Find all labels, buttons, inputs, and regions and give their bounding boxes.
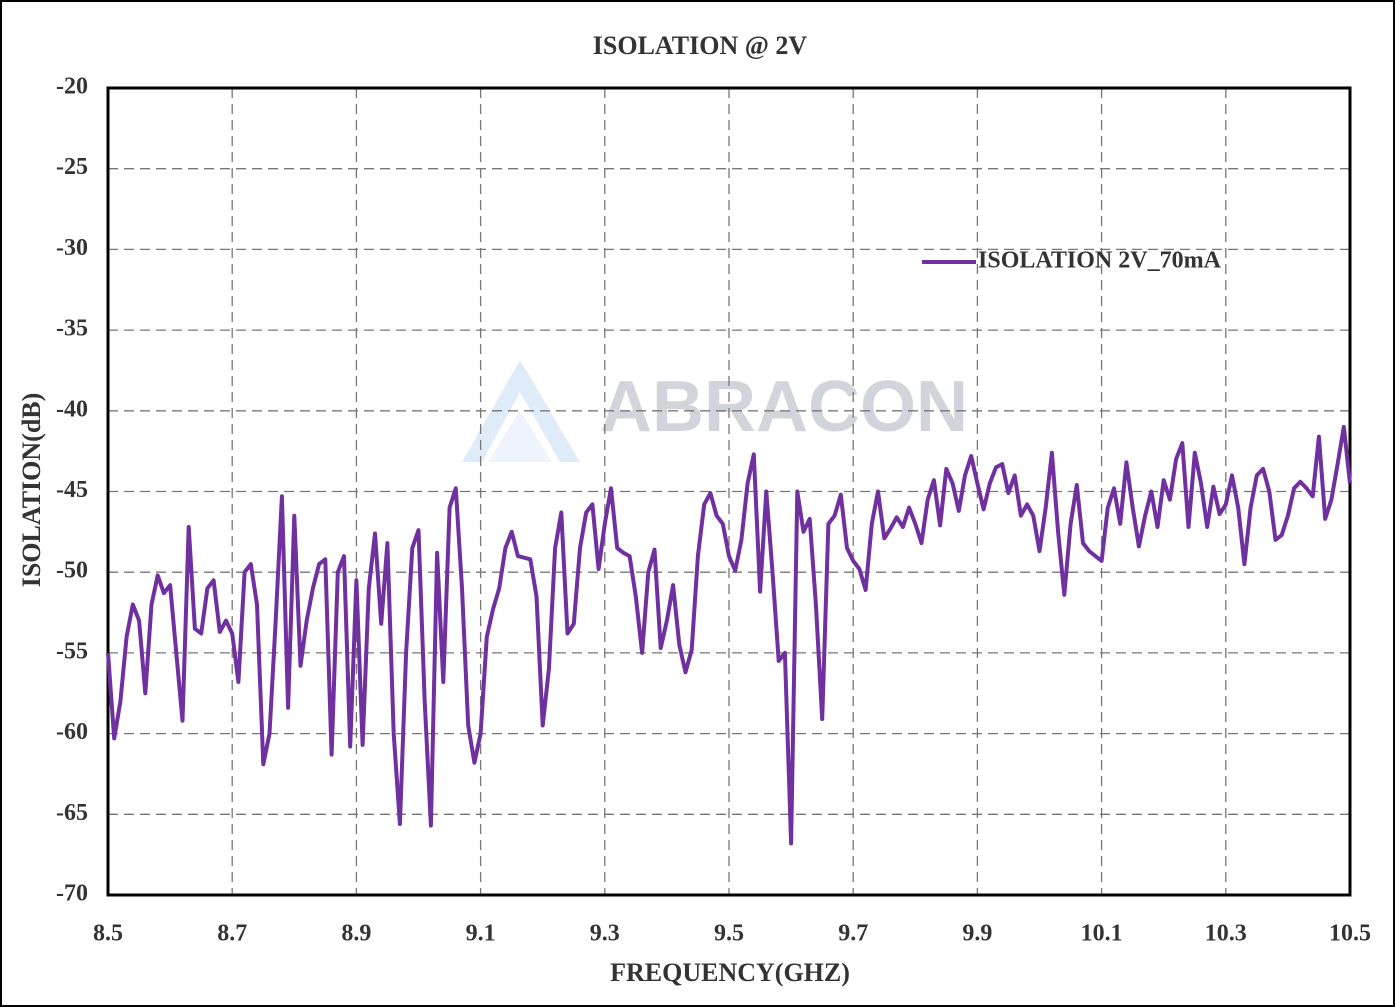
x-tick-label: 9.1 bbox=[466, 921, 496, 947]
x-tick-label: 9.5 bbox=[714, 921, 744, 947]
y-tick-label: -25 bbox=[56, 154, 88, 180]
x-tick-label: 8.7 bbox=[217, 921, 247, 947]
y-tick-label: -70 bbox=[56, 881, 88, 907]
y-tick-label: -30 bbox=[56, 235, 88, 261]
x-tick-label: 8.5 bbox=[93, 921, 123, 947]
y-tick-label: -55 bbox=[56, 638, 88, 664]
legend-label: ISOLATION 2V_70mA bbox=[978, 248, 1222, 274]
y-tick-label: -40 bbox=[56, 396, 88, 422]
chart-title: ISOLATION @ 2V bbox=[593, 31, 808, 60]
watermark-text: ABRACON bbox=[600, 367, 968, 447]
x-tick-label: 9.9 bbox=[962, 921, 992, 947]
plot-area bbox=[106, 86, 1352, 897]
series-line bbox=[106, 424, 1352, 846]
x-tick-label: 10.5 bbox=[1329, 921, 1371, 947]
x-tick-label: 9.3 bbox=[590, 921, 620, 947]
y-tick-label: -35 bbox=[56, 316, 88, 342]
y-tick-label: -20 bbox=[56, 74, 88, 100]
x-axis-label: FREQUENCY(GHZ) bbox=[610, 958, 850, 987]
watermark: ABRACON bbox=[462, 360, 968, 462]
y-tick-label: -65 bbox=[56, 800, 88, 826]
y-tick-label: -50 bbox=[56, 558, 88, 584]
y-tick-label: -60 bbox=[56, 719, 88, 745]
x-tick-label: 8.9 bbox=[341, 921, 371, 947]
y-axis-label: ISOLATION(dB) bbox=[17, 393, 46, 588]
x-tick-label: 10.3 bbox=[1205, 921, 1247, 947]
watermark-logo bbox=[488, 410, 552, 462]
watermark-logo bbox=[462, 360, 580, 462]
y-tick-label: -45 bbox=[56, 477, 88, 503]
x-tick-label: 10.1 bbox=[1081, 921, 1123, 947]
x-tick-label: 9.7 bbox=[838, 921, 868, 947]
